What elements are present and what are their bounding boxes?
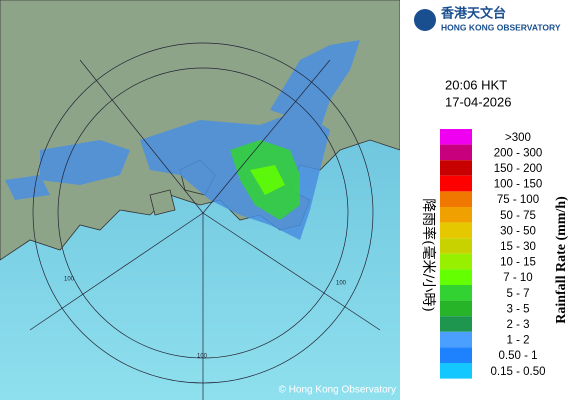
legend-swatch: [440, 363, 472, 379]
legend-label: 30 - 50: [500, 225, 536, 237]
legend-swatch: [440, 222, 472, 239]
legend-label: 3 - 5: [506, 303, 529, 315]
legend-label: 50 - 75: [500, 210, 536, 222]
ring-label: 100: [336, 281, 347, 287]
legend-swatch: [440, 316, 472, 332]
legend-label: 200 - 300: [494, 147, 543, 159]
logo-name-zh: 香港天文台: [440, 5, 506, 20]
legend-label: 75 - 100: [497, 194, 539, 206]
legend-swatch: [440, 347, 472, 363]
legend-label: 0.15 - 0.50: [491, 366, 546, 378]
legend-title-en: Rainfall Rate (mm/h): [554, 196, 569, 324]
logo-icon: [414, 9, 436, 31]
legend-label: 150 - 200: [494, 163, 543, 175]
date: 17-04-2026: [445, 94, 512, 109]
side-panel: [400, 0, 577, 400]
echo-heavy: [250, 165, 285, 195]
ring-label: 100: [197, 354, 208, 360]
legend-label: 15 - 30: [500, 241, 536, 253]
time: 20:06 HKT: [445, 77, 507, 92]
legend-label: >300: [505, 132, 531, 144]
legend-label: 5 - 7: [506, 288, 529, 300]
legend-label: 10 - 15: [500, 257, 536, 269]
legend-label: 0.50 - 1: [499, 350, 538, 362]
ring-label: 100: [64, 277, 75, 283]
legend-swatch: [440, 238, 472, 254]
legend-swatch: [440, 160, 472, 176]
legend-swatch: [440, 129, 472, 145]
legend-swatch: [440, 191, 472, 207]
logo-name-en: HONG KONG OBSERVATORY: [441, 22, 561, 32]
legend-label: 2 - 3: [506, 319, 529, 331]
legend-swatch: [440, 300, 472, 317]
legend-label: 1 - 2: [506, 335, 529, 347]
legend-swatch: [440, 207, 472, 223]
legend-swatch: [440, 253, 472, 270]
map: 100 100 100 © Hong Kong Observatory: [0, 0, 401, 400]
legend-label: 7 - 10: [503, 272, 532, 284]
legend-swatch: [440, 285, 472, 301]
legend-label: 100 - 150: [494, 179, 543, 191]
range-rings: [29, 42, 381, 400]
legend-swatch: [440, 269, 472, 285]
copyright: © Hong Kong Observatory: [279, 385, 396, 396]
legend-swatch: [440, 144, 472, 161]
legend-swatch: [440, 175, 472, 192]
legend-title-zh: 降雨率(毫米/小時): [420, 198, 437, 312]
legend-swatch: [440, 331, 472, 348]
legend: >300 200 - 300 150 - 200 100 - 150 75 - 100 5…: [440, 129, 545, 379]
island: [149, 189, 176, 216]
